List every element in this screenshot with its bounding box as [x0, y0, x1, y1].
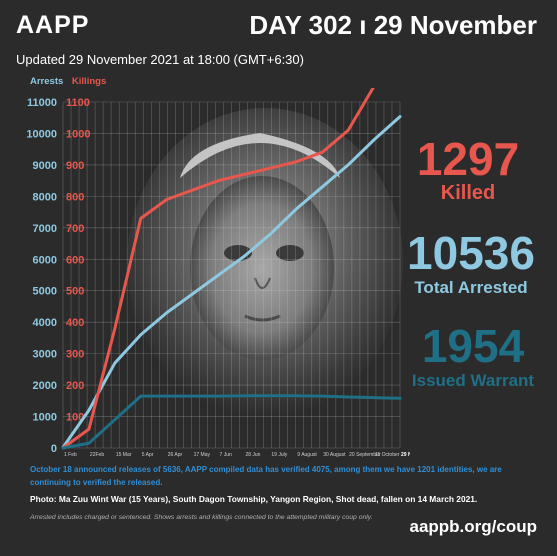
x-tick-label: 15 Mar	[116, 452, 132, 458]
arrested-label: Total Arrested	[414, 278, 528, 297]
y-tick-label-right: 300	[66, 349, 84, 361]
updated-timestamp: Updated 29 November 2021 at 18:00 (GMT+6…	[16, 52, 304, 67]
portrait-photo	[127, 108, 403, 418]
y-tick-label-left: 11000	[27, 97, 57, 109]
y-axis-right: 100 200 300 400 500 600 700 800 900 1000 1100	[66, 97, 90, 424]
stat-warrant: 1954 Issued Warrant	[400, 323, 546, 391]
x-tick-label: 5 Apr	[142, 452, 154, 458]
website-link[interactable]: aappb.org/coup	[409, 517, 538, 536]
y-tick-label-left: 10000	[26, 128, 57, 140]
x-tick-label: 20 September	[349, 452, 381, 458]
y-tick-label-right: 400	[66, 317, 84, 329]
x-tick-label: 26 Apr	[168, 452, 183, 458]
series-line-killings	[61, 88, 375, 450]
chart: 0 1000 2000 3000 4000 5000 6000 7000 8000 9000 100…	[26, 88, 410, 458]
y-tick-label-right: 800	[66, 191, 84, 203]
warrant-number: 1954	[421, 320, 525, 372]
x-tick-label: 9 August	[297, 452, 317, 458]
stat-killed: 1297 Killed	[408, 136, 528, 205]
killed-number: 1297	[416, 133, 520, 185]
x-tick-label: 30 August	[323, 452, 346, 458]
header-bar: AAPP DAY 302 ı 29 November	[0, 0, 557, 48]
y-tick-label-right: 500	[66, 286, 84, 298]
y-tick-label-left: 3000	[33, 349, 57, 361]
y-tick-label-right: 100	[66, 412, 84, 424]
day-title: DAY 302 ı 29 November	[249, 10, 537, 40]
y-tick-label-right: 1000	[66, 128, 90, 140]
y-tick-label-right: 900	[66, 160, 84, 172]
x-tick-label: 11 October	[375, 452, 400, 458]
warrant-label: Issued Warrant	[411, 371, 535, 390]
legend-killings: Killings	[71, 76, 107, 87]
y-tick-label-left: 9000	[33, 160, 57, 172]
arrested-number: 10536	[407, 227, 535, 279]
killed-label: Killed	[440, 182, 496, 204]
y-tick-label-left: 2000	[33, 380, 57, 392]
y-tick-label-left: 0	[51, 443, 57, 455]
series-line-arrests	[61, 115, 402, 449]
x-tick-label: 1 Feb	[64, 452, 77, 458]
y-axis-left: 0 1000 2000 3000 4000 5000 6000 7000 8000 9000 100…	[26, 97, 57, 455]
y-tick-label-right: 1100	[66, 97, 90, 109]
x-tick-label: 19 July	[271, 452, 287, 458]
y-tick-label-left: 7000	[33, 223, 57, 235]
x-tick-label: 22Feb	[90, 452, 104, 458]
y-tick-label-right: 700	[66, 223, 84, 235]
x-tick-label: 7 Jun	[220, 452, 232, 458]
brand-logo-text: AAPP	[16, 11, 90, 39]
y-tick-label-left: 4000	[33, 317, 57, 329]
series-line-issued-warrant	[61, 394, 402, 450]
photo-caption: Photo: Ma Zuu Wint War (15 Years), South…	[30, 494, 478, 504]
x-tick-label: 29 November	[401, 452, 410, 458]
chart-legend: Arrests Killings	[30, 76, 112, 87]
y-tick-label-right: 200	[66, 380, 84, 392]
x-axis: 1 Feb 22Feb 15 Mar 5 Apr 26 Apr 17 May 7 Jun 28…	[64, 452, 410, 458]
y-tick-label-left: 5000	[33, 286, 57, 298]
x-tick-label: 17 May	[194, 452, 211, 458]
legend-arrests: Arrests	[30, 76, 64, 87]
chart-series	[61, 88, 402, 450]
footnote: Arrested includes charged or sentenced. …	[30, 514, 373, 521]
y-tick-label-left: 8000	[33, 191, 57, 203]
x-tick-label: 28 Jun	[245, 452, 260, 458]
y-tick-label-left: 1000	[33, 412, 57, 424]
y-tick-label-right: 600	[66, 254, 84, 266]
y-tick-label-left: 6000	[33, 254, 57, 266]
release-note: October 18 announced releases of 5636, A…	[30, 465, 502, 487]
stat-arrested: 10536 Total Arrested	[400, 230, 542, 298]
chart-grid	[62, 101, 401, 449]
